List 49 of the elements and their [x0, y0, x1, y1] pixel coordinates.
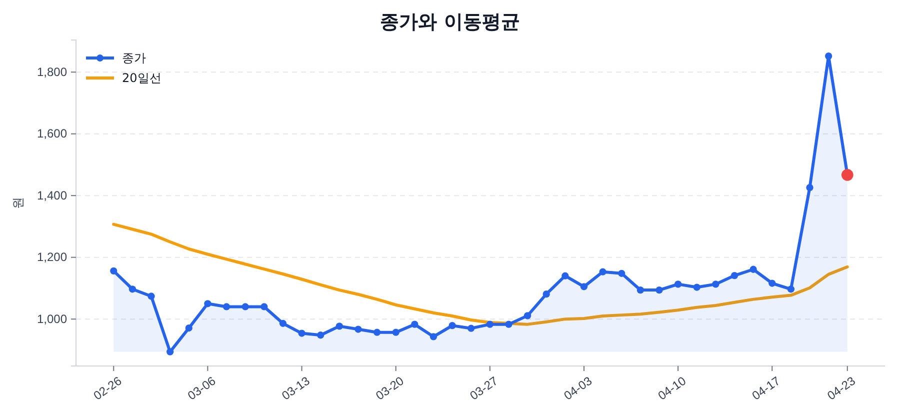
point — [730, 272, 738, 280]
point — [542, 290, 550, 298]
point — [787, 286, 794, 293]
point — [693, 284, 700, 291]
legend-label: 20일선 — [122, 71, 162, 86]
point — [618, 270, 626, 277]
point — [185, 324, 192, 332]
point — [392, 328, 400, 336]
point — [373, 328, 381, 336]
y-axis-title: 원 — [11, 197, 25, 209]
point — [712, 280, 720, 288]
point — [336, 322, 343, 330]
point — [166, 348, 174, 356]
point — [841, 169, 854, 181]
point — [354, 326, 362, 333]
y-tick-label: 1,200 — [36, 250, 68, 264]
point — [636, 286, 644, 294]
point — [768, 280, 776, 287]
y-tick-label: 1,800 — [36, 64, 68, 79]
point — [524, 312, 532, 320]
point — [448, 322, 456, 330]
point — [486, 320, 494, 328]
point — [468, 324, 475, 332]
point — [430, 333, 438, 340]
y-tick-label: 1,400 — [36, 188, 68, 202]
point — [750, 266, 757, 273]
point — [656, 286, 663, 294]
point — [110, 267, 118, 274]
point — [204, 300, 212, 308]
point — [279, 320, 287, 327]
point — [505, 320, 512, 328]
point — [298, 330, 306, 337]
y-tick-label: 1,000 — [36, 312, 68, 326]
point — [674, 280, 682, 288]
legend-label: 종가 — [122, 51, 146, 66]
point — [806, 184, 814, 192]
point — [260, 303, 268, 310]
point — [148, 292, 155, 300]
point — [824, 52, 832, 60]
point — [580, 283, 588, 290]
point — [222, 303, 230, 310]
point — [317, 332, 324, 339]
point — [411, 320, 418, 328]
chart-title: 종가와 이동평균 — [380, 11, 520, 33]
point — [562, 272, 569, 280]
y-tick-label: 1,600 — [36, 126, 68, 141]
point — [128, 286, 136, 293]
point — [599, 268, 606, 276]
point — [242, 303, 249, 310]
